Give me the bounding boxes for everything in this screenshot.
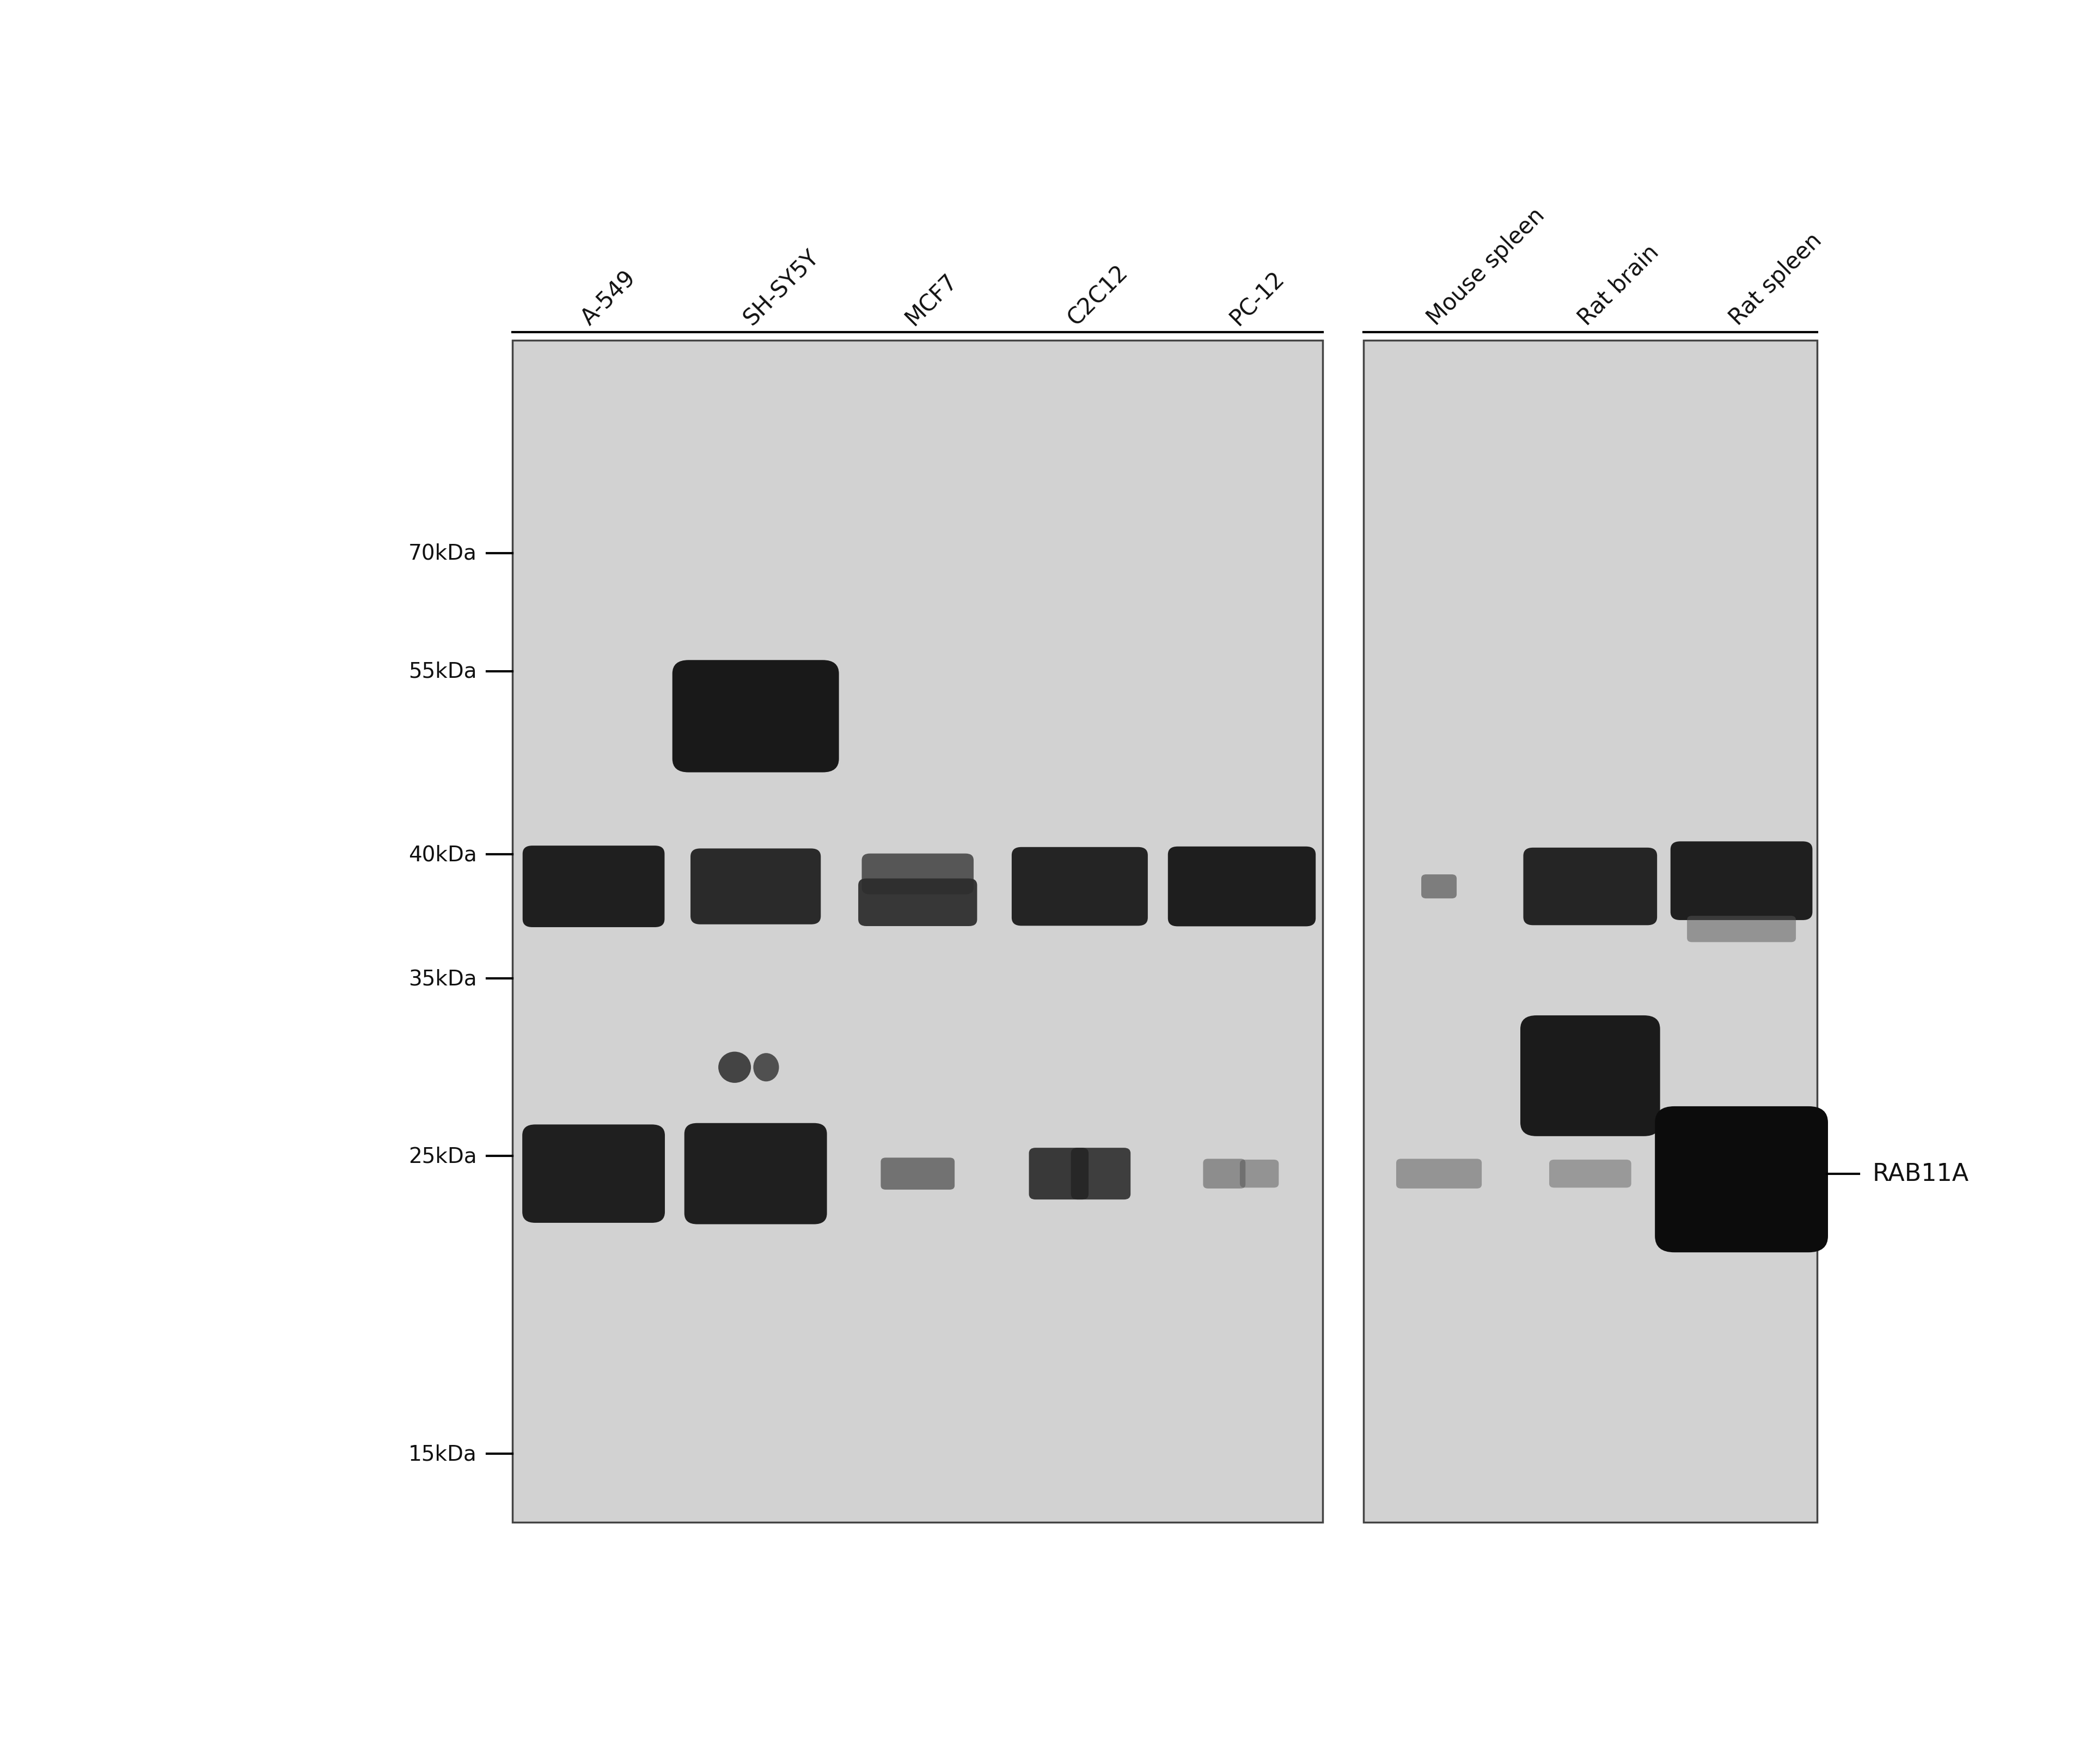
Bar	[512, 340, 1324, 1522]
FancyBboxPatch shape	[690, 848, 822, 924]
FancyBboxPatch shape	[1012, 847, 1148, 926]
FancyBboxPatch shape	[1240, 1159, 1280, 1187]
Text: SH-SY5Y: SH-SY5Y	[740, 245, 824, 330]
FancyBboxPatch shape	[1671, 841, 1813, 921]
FancyBboxPatch shape	[1071, 1148, 1131, 1200]
Text: Mouse spleen: Mouse spleen	[1422, 205, 1549, 330]
Text: PC-12: PC-12	[1225, 266, 1288, 330]
Text: Rat spleen: Rat spleen	[1725, 229, 1825, 330]
Text: 35kDa: 35kDa	[408, 968, 477, 990]
FancyBboxPatch shape	[1397, 1159, 1483, 1189]
FancyBboxPatch shape	[523, 847, 665, 928]
Bar	[1363, 340, 1817, 1522]
Ellipse shape	[753, 1053, 780, 1081]
Text: RAB11A: RAB11A	[1871, 1162, 1970, 1185]
FancyBboxPatch shape	[1687, 916, 1796, 942]
Text: A-549: A-549	[577, 266, 640, 330]
FancyBboxPatch shape	[1520, 1016, 1660, 1136]
FancyBboxPatch shape	[857, 878, 976, 926]
FancyBboxPatch shape	[1549, 1159, 1631, 1187]
FancyBboxPatch shape	[1524, 848, 1656, 926]
FancyBboxPatch shape	[1422, 875, 1457, 898]
FancyBboxPatch shape	[523, 1125, 665, 1222]
Ellipse shape	[719, 1051, 751, 1083]
Text: 25kDa: 25kDa	[408, 1147, 477, 1166]
FancyBboxPatch shape	[1654, 1106, 1828, 1252]
Text: 40kDa: 40kDa	[408, 845, 477, 864]
FancyBboxPatch shape	[684, 1124, 826, 1224]
FancyBboxPatch shape	[880, 1157, 956, 1189]
Text: Rat brain: Rat brain	[1575, 240, 1664, 330]
FancyBboxPatch shape	[1202, 1159, 1246, 1189]
Text: 70kDa: 70kDa	[408, 543, 477, 564]
Text: MCF7: MCF7	[901, 270, 962, 330]
FancyBboxPatch shape	[673, 660, 838, 773]
FancyBboxPatch shape	[1169, 847, 1315, 926]
Text: 15kDa: 15kDa	[408, 1443, 477, 1464]
FancyBboxPatch shape	[861, 854, 974, 894]
Text: 55kDa: 55kDa	[408, 661, 477, 683]
Text: C2C12: C2C12	[1064, 261, 1133, 330]
FancyBboxPatch shape	[1029, 1148, 1089, 1200]
